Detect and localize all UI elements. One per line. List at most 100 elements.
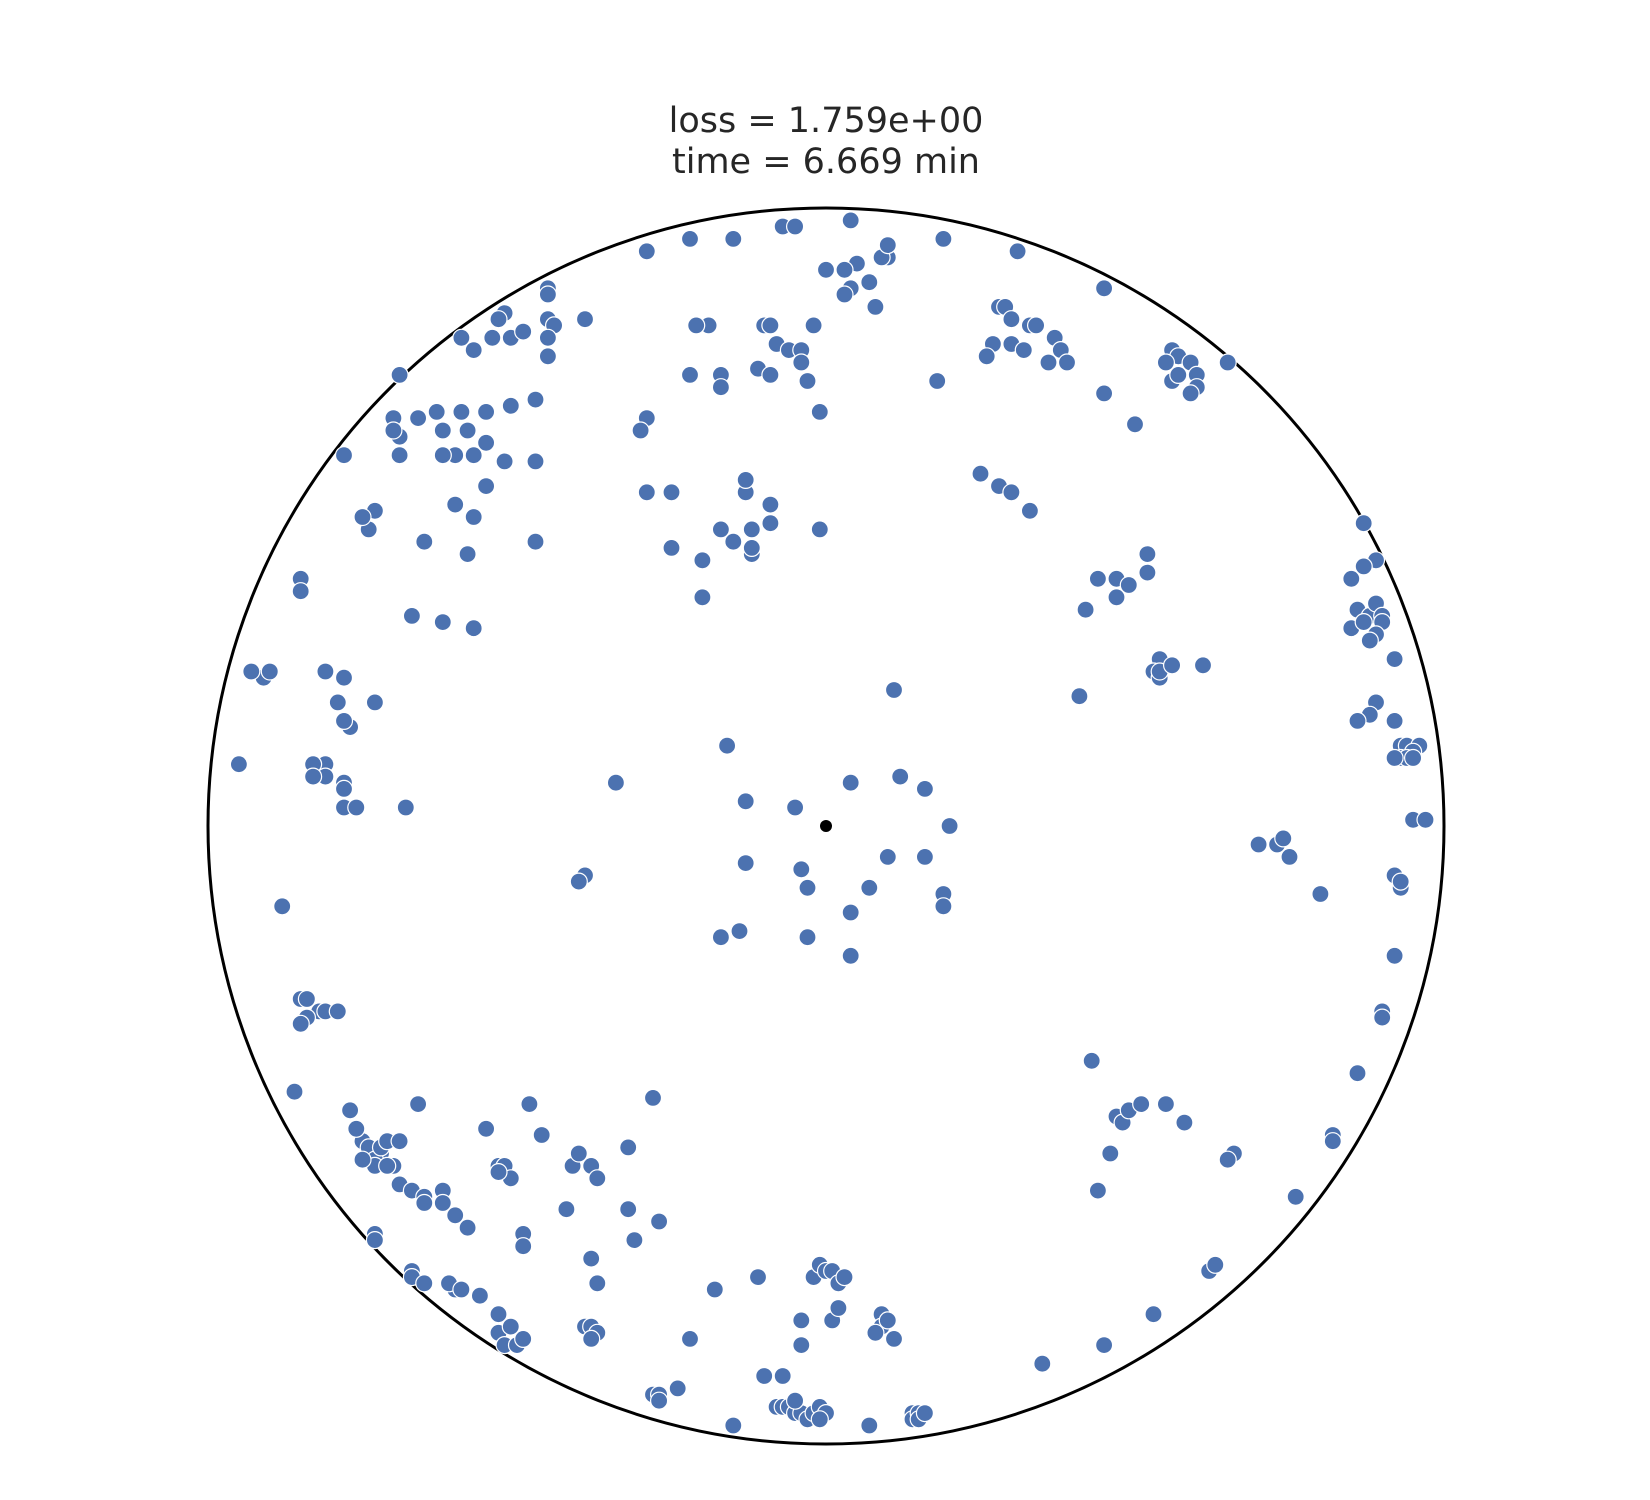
data-point [1354, 557, 1373, 576]
data-point [347, 798, 366, 817]
data-point [328, 1002, 347, 1021]
data-point [1348, 1064, 1367, 1083]
data-point [588, 1169, 607, 1188]
data-point [841, 946, 860, 965]
data-point [291, 1014, 310, 1033]
data-point [761, 316, 780, 335]
data-point [773, 1366, 792, 1386]
data-point [526, 532, 545, 551]
data-point [915, 779, 935, 799]
data-point [291, 582, 310, 601]
data-point [402, 606, 421, 626]
data-point [452, 402, 471, 421]
data-point [1175, 1113, 1194, 1132]
data-point [477, 433, 496, 452]
unit-disk-boundary [206, 206, 1446, 1446]
data-point [736, 792, 755, 811]
data-point [1107, 588, 1126, 607]
data-point [1385, 946, 1404, 965]
data-point [680, 365, 700, 384]
data-point [915, 847, 935, 867]
data-point [1206, 1255, 1225, 1274]
data-point [1169, 365, 1188, 384]
data-point [477, 402, 496, 421]
data-point [934, 897, 953, 916]
data-point [1094, 1335, 1114, 1355]
data-point [619, 1138, 638, 1157]
data-point [668, 1379, 687, 1398]
data-point [649, 1212, 669, 1231]
data-point [1354, 612, 1373, 632]
data-point [489, 1305, 508, 1324]
data-point [1193, 656, 1213, 675]
data-point [878, 1311, 897, 1330]
data-point [1385, 649, 1404, 669]
data-point [433, 446, 452, 465]
data-point [260, 662, 279, 681]
data-point [409, 409, 428, 428]
data-point [415, 532, 434, 551]
data-point [680, 229, 700, 248]
data-point [415, 1274, 434, 1293]
data-point [860, 878, 879, 897]
data-point [841, 773, 860, 792]
data-point [643, 1088, 663, 1108]
data-point [582, 1249, 601, 1268]
data-point [792, 353, 811, 372]
data-point [761, 495, 780, 514]
data-point [514, 1237, 533, 1256]
data-point [341, 1101, 360, 1120]
data-point [353, 1150, 372, 1169]
data-point [761, 365, 780, 384]
data-point [273, 897, 292, 916]
data-point [1076, 600, 1095, 619]
data-point [526, 452, 545, 471]
data-point [829, 1298, 848, 1318]
data-point [304, 767, 323, 786]
data-point [1057, 353, 1077, 372]
data-point [1156, 1094, 1176, 1114]
data-points [229, 211, 1435, 1435]
data-point [1070, 687, 1089, 706]
data-point [1002, 483, 1021, 502]
data-point [1082, 1051, 1101, 1070]
data-point [1008, 242, 1027, 261]
data-point [1039, 353, 1058, 372]
data-point [452, 328, 471, 347]
data-point [730, 921, 749, 941]
data-point [785, 217, 805, 236]
data-point [415, 1193, 434, 1213]
data-point [501, 396, 520, 415]
data-point [384, 421, 403, 440]
data-point [433, 421, 452, 440]
data-point [687, 316, 706, 335]
data-point [1119, 575, 1138, 595]
data-point [378, 1156, 397, 1176]
data-point [835, 260, 854, 279]
data-point [1249, 835, 1268, 854]
data-point [761, 514, 780, 533]
data-point [514, 322, 533, 341]
data-point [736, 853, 755, 873]
data-point [1138, 544, 1157, 564]
data-point [501, 1317, 520, 1336]
data-point [884, 1329, 904, 1349]
data-point [334, 711, 354, 731]
data-point [464, 446, 483, 465]
data-point [977, 347, 996, 366]
data-point [792, 860, 811, 879]
data-point [619, 1200, 638, 1219]
data-point [458, 421, 477, 440]
data-point [1132, 1094, 1151, 1114]
data-point [365, 1230, 384, 1250]
data-point [495, 452, 514, 471]
data-point [520, 1094, 539, 1114]
data-point [928, 371, 947, 391]
data-point [637, 242, 656, 261]
data-point [1373, 1008, 1392, 1027]
chart-title-line-1: loss = 1.759e+00 [669, 101, 984, 141]
data-point [625, 1230, 644, 1250]
data-point [1156, 353, 1176, 372]
data-point [1218, 353, 1237, 372]
data-point [810, 402, 829, 421]
